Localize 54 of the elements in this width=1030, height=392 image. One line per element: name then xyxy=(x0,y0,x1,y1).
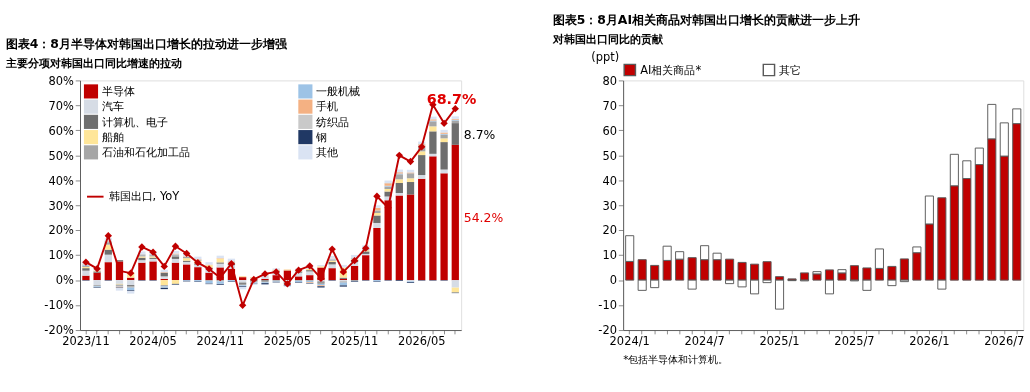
legend-label: 韩国出口, YoY xyxy=(108,189,180,204)
y-tick-label: 10 xyxy=(602,248,617,263)
x-tick-label: 2025/11 xyxy=(330,333,379,348)
text: 8.7% xyxy=(463,128,496,143)
legend-label: 其它 xyxy=(779,62,802,77)
y-tick-label: 0 xyxy=(609,273,617,288)
x-tick-label: 2025/05 xyxy=(263,333,312,348)
x-tick-label: 2023/11 xyxy=(62,333,110,348)
legend-label: 纺织品 xyxy=(316,114,350,129)
y-tick-label: 0% xyxy=(55,273,74,288)
x-tick-label: 2026/05 xyxy=(397,333,446,348)
x-tick-label: 2025/1 xyxy=(759,333,800,348)
y-tick-label: 50% xyxy=(48,148,74,163)
y-tick-label: 50 xyxy=(602,148,617,163)
legend-label: AI相关商品* xyxy=(640,62,702,77)
y-tick-label: -10 xyxy=(598,298,617,313)
x-tick-label: 2025/7 xyxy=(834,333,875,348)
legend-label: 其他 xyxy=(316,145,339,160)
text: *包括半导体和计算机。 xyxy=(623,353,729,366)
y-tick-label: 20 xyxy=(602,223,617,238)
y-tick-label: 70% xyxy=(48,98,74,113)
y-tick-label: 10% xyxy=(48,248,74,263)
legend-label: 石油和石化加工品 xyxy=(101,145,190,160)
y-tick-label: -10% xyxy=(44,298,74,313)
y-axis-title: (ppt) xyxy=(591,49,620,64)
text: 54.2% xyxy=(463,210,504,225)
x-tick-label: 2024/1 xyxy=(609,333,650,348)
chart-subtitle: 主要分项对韩国出口同比增速的拉动 xyxy=(4,56,182,71)
legend-label: 钢 xyxy=(315,129,328,144)
y-tick-label: 40 xyxy=(602,173,617,188)
x-tick-label: 2024/05 xyxy=(129,333,177,348)
y-tick-label: 40% xyxy=(48,173,74,188)
y-tick-label: 70 xyxy=(602,98,617,113)
y-tick-label: 30% xyxy=(48,198,74,213)
chart-subtitle: 对韩国出口同比的贡献 xyxy=(551,32,664,47)
x-tick-label: 2024/11 xyxy=(196,333,244,348)
legend-label: 手机 xyxy=(316,99,339,114)
y-tick-label: 80 xyxy=(602,73,617,88)
legend-label: 船舶 xyxy=(101,129,124,144)
chart-title: 图表5：8月AI相关商品对韩国出口增长的贡献进一步上升 xyxy=(552,13,861,28)
legend-label: 汽车 xyxy=(101,99,124,114)
legend-label: 计算机、电子 xyxy=(101,114,168,129)
x-tick-label: 2026/7 xyxy=(984,333,1025,348)
legend-label: 一般机械 xyxy=(316,84,361,99)
chart-title: 图表4：8月半导体对韩国出口增长的拉动进一步增强 xyxy=(5,37,288,52)
y-tick-label: 20% xyxy=(48,223,74,238)
y-tick-label: 60 xyxy=(602,123,617,138)
legend-label: 半导体 xyxy=(101,84,135,99)
x-tick-label: 2026/1 xyxy=(909,333,950,348)
x-tick-label: 2024/7 xyxy=(684,333,725,348)
y-tick-label: 60% xyxy=(48,123,74,138)
y-tick-label: 30 xyxy=(602,198,617,213)
annotation: 68.7% xyxy=(426,90,477,107)
y-tick-label: 80% xyxy=(48,73,74,88)
